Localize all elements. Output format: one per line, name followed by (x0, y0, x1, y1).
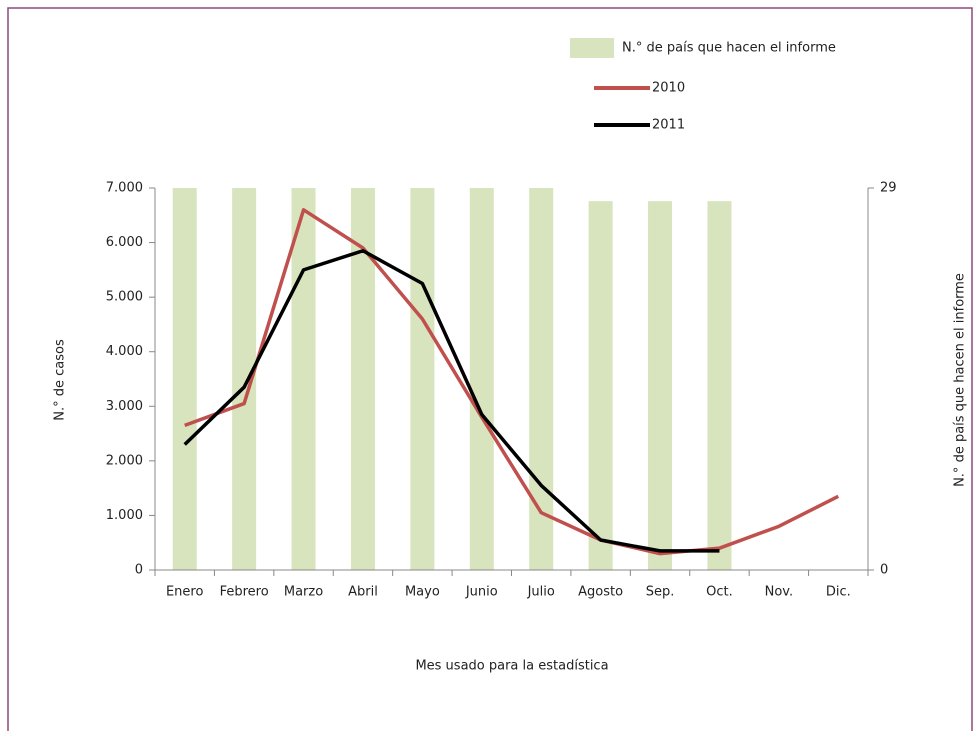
x-tick-label: Oct. (706, 585, 733, 600)
bar (648, 201, 673, 570)
y-axis-title: N.° de casos (53, 339, 68, 421)
bar (588, 201, 613, 570)
line (183, 249, 720, 553)
y-tick-label: 2.000 (106, 453, 143, 468)
legend-label: 2010 (652, 81, 685, 96)
y-tick-label: 3.000 (106, 399, 143, 414)
bar (410, 188, 435, 570)
bar (469, 188, 494, 570)
bar (172, 188, 197, 570)
y-tick-label: 0 (135, 563, 143, 578)
legend-label: N.° de país que hacen el informe (622, 41, 836, 56)
y-tick-label: 4.000 (106, 344, 143, 359)
bar (350, 188, 375, 570)
x-axis-title: Mes usado para la estadística (415, 659, 608, 674)
x-tick-label: Agosto (578, 585, 623, 600)
x-tick-label: Mayo (405, 585, 440, 600)
x-tick-label: Dic. (826, 585, 851, 600)
legend-label: 2011 (652, 118, 685, 133)
x-tick-label: Febrero (220, 585, 269, 600)
y2-tick-label: 29 (880, 181, 897, 196)
y2-tick-label: 0 (880, 563, 888, 578)
y-tick-label: 7.000 (106, 181, 143, 196)
x-tick-label: Abril (348, 585, 378, 600)
frame (7, 7, 973, 735)
x-tick-label: Nov. (765, 585, 794, 600)
line (184, 208, 840, 556)
bar (291, 188, 316, 570)
legend-swatch (570, 38, 614, 58)
y-tick-label: 5.000 (106, 290, 143, 305)
y-tick-label: 1.000 (106, 508, 143, 523)
bar (529, 188, 554, 570)
y-tick-label: 6.000 (106, 235, 143, 250)
x-tick-label: Marzo (284, 585, 323, 600)
x-tick-label: Julio (527, 585, 555, 600)
x-tick-label: Enero (166, 585, 204, 600)
x-tick-label: Junio (465, 585, 498, 600)
bar (707, 201, 732, 570)
x-tick-label: Sep. (646, 585, 675, 600)
y2-axis-title: N.° de país que hacen el informe (953, 273, 968, 487)
